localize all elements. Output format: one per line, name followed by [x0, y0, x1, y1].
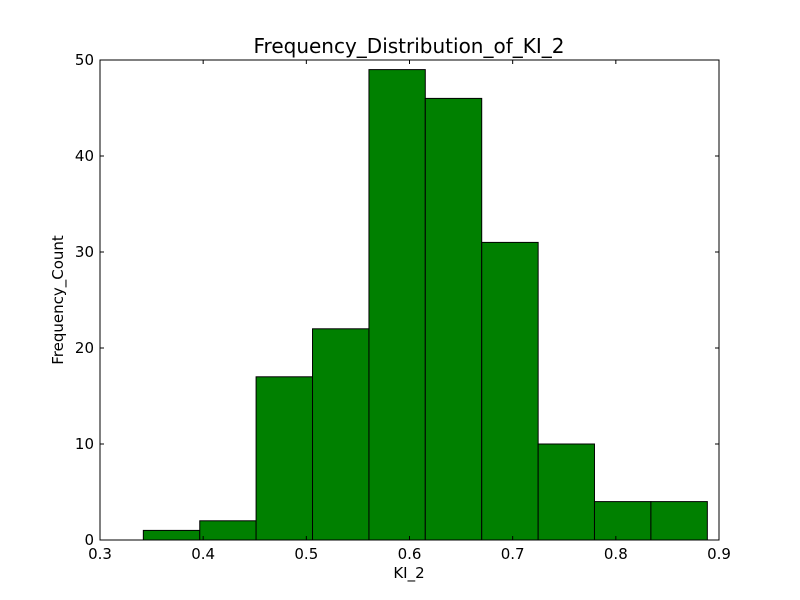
x-tick-label: 0.9	[707, 545, 731, 563]
y-axis-label: Frequency_Count	[49, 235, 68, 365]
x-tick-label: 0.4	[191, 545, 215, 563]
x-axis-label: KI_2	[393, 564, 424, 583]
ticks-group: 0.3 0.4 0.5 0.6 0.7 0.8 0.9 0 10 20 30 40 50	[75, 51, 731, 563]
x-tick-label: 0.7	[501, 545, 525, 563]
histogram-bar	[142, 529, 201, 541]
histogram-bar	[368, 69, 426, 541]
x-tick-label: 0.6	[398, 545, 422, 563]
y-tick-label: 30	[75, 243, 94, 261]
bars-group	[142, 69, 708, 541]
histogram-bar	[199, 520, 257, 541]
chart-title: Frequency_Distribution_of_KI_2	[253, 34, 564, 58]
x-tick-label: 0.3	[88, 545, 112, 563]
y-tick-label: 0	[84, 531, 94, 549]
plot-frame	[99, 59, 720, 541]
y-tick-label: 10	[75, 435, 94, 453]
histogram-bar	[424, 97, 483, 541]
x-tick-label: 0.8	[604, 545, 628, 563]
histogram-bar	[481, 241, 539, 541]
histogram-bar	[255, 376, 314, 541]
histogram-bar	[650, 501, 708, 541]
histogram-bar	[593, 501, 652, 541]
histogram-bar	[537, 443, 595, 541]
y-tick-label: 20	[75, 339, 94, 357]
histogram-bar	[312, 328, 370, 541]
y-tick-label: 50	[75, 51, 94, 69]
y-tick-label: 40	[75, 147, 94, 165]
x-tick-label: 0.5	[294, 545, 318, 563]
